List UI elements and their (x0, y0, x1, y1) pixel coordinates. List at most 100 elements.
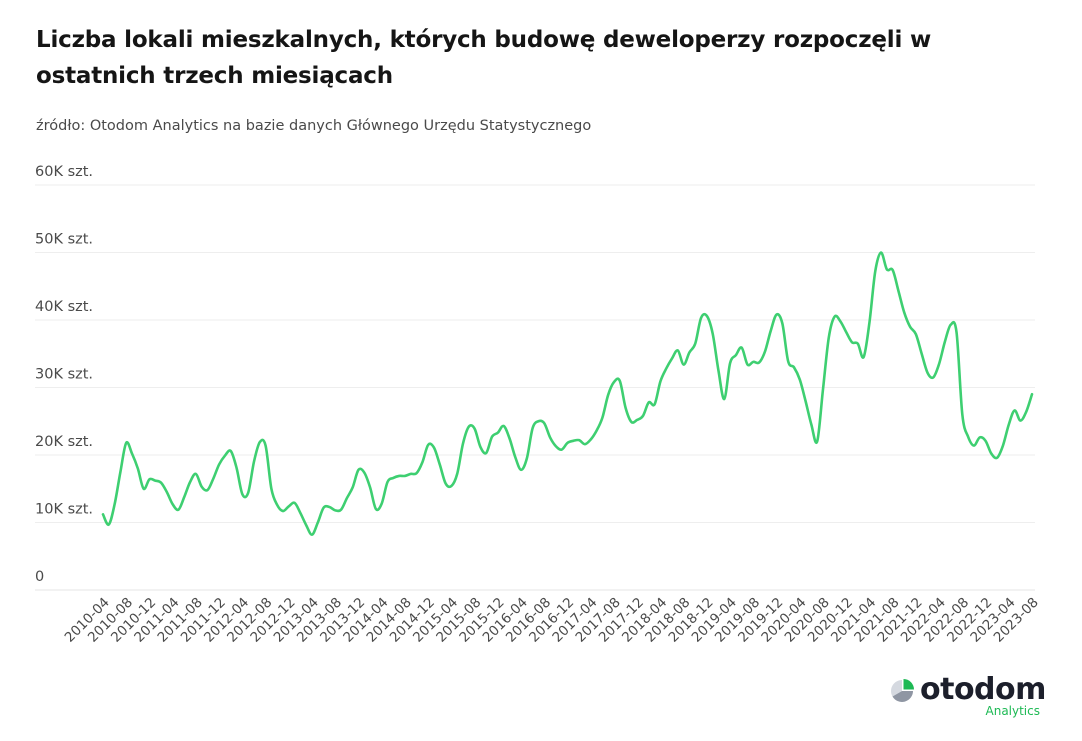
data-point (334, 509, 336, 511)
data-point (630, 421, 632, 423)
y-tick-label: 40K szt. (35, 299, 93, 315)
gridlines (35, 184, 1035, 591)
data-point (741, 347, 743, 349)
data-point (398, 475, 400, 477)
data-point (793, 366, 795, 368)
data-point (462, 443, 464, 445)
data-point (340, 509, 342, 511)
data-point (323, 507, 325, 509)
data-point (567, 442, 569, 444)
data-point (381, 503, 383, 505)
data-point (259, 441, 261, 443)
data-point (456, 473, 458, 475)
data-point (497, 432, 499, 434)
data-point (183, 496, 185, 498)
data-point (189, 481, 191, 483)
data-point (416, 472, 418, 474)
data-point (868, 322, 870, 324)
data-point (677, 349, 679, 351)
data-point (688, 351, 690, 353)
data-point (805, 400, 807, 402)
y-tick-label: 0 (35, 569, 44, 585)
y-tick-label: 50K szt. (35, 232, 93, 248)
data-point (735, 354, 737, 356)
data-point (956, 331, 958, 333)
data-point (549, 436, 551, 438)
data-point (212, 478, 214, 480)
data-point (671, 357, 673, 359)
data-point (131, 453, 133, 455)
data-point (659, 380, 661, 382)
data-point (270, 488, 272, 490)
data-point (723, 398, 725, 400)
data-point (247, 492, 249, 494)
data-point (369, 486, 371, 488)
data-point (944, 341, 946, 343)
data-point (909, 326, 911, 328)
data-point (810, 424, 812, 426)
data-point (915, 333, 917, 335)
data-point (926, 372, 928, 374)
data-point (276, 504, 278, 506)
data-point (694, 343, 696, 345)
data-point (537, 420, 539, 422)
data-point (886, 268, 888, 270)
otodom-analytics-logo: otodom Analytics (890, 672, 1046, 720)
data-point (665, 368, 667, 370)
data-point (619, 380, 621, 382)
data-point (526, 457, 528, 459)
data-point (154, 480, 156, 482)
data-point (357, 469, 359, 471)
data-point (253, 461, 255, 463)
data-point (938, 363, 940, 365)
data-point (404, 475, 406, 477)
data-point (410, 473, 412, 475)
data-point (172, 503, 174, 505)
data-point (996, 457, 998, 459)
data-point (299, 512, 301, 514)
data-point (445, 482, 447, 484)
data-point (874, 270, 876, 272)
logo-wordmark: otodom (920, 672, 1046, 707)
data-point (985, 440, 987, 442)
data-point (932, 376, 934, 378)
data-point (648, 401, 650, 403)
data-point (781, 322, 783, 324)
data-point (294, 502, 296, 504)
data-point (218, 463, 220, 465)
series-group (101, 251, 1034, 536)
data-point (746, 364, 748, 366)
data-point (892, 269, 894, 271)
pie-logo-icon (891, 679, 914, 702)
data-point (125, 442, 127, 444)
data-point (485, 452, 487, 454)
data-point (607, 394, 609, 396)
data-point (375, 508, 377, 510)
data-point (1019, 420, 1021, 422)
data-point (114, 503, 116, 505)
data-point (508, 437, 510, 439)
data-point (392, 477, 394, 479)
data-point (387, 481, 389, 483)
data-point (177, 509, 179, 511)
data-point (108, 524, 110, 526)
data-point (282, 510, 284, 512)
data-point (578, 439, 580, 441)
data-point (572, 440, 574, 442)
data-point (950, 324, 952, 326)
data-point (427, 444, 429, 446)
y-tick-label: 20K szt. (35, 434, 93, 450)
data-point (201, 486, 203, 488)
data-point (143, 488, 145, 490)
data-point (352, 486, 354, 488)
data-point (601, 417, 603, 419)
data-point (468, 426, 470, 428)
data-point (822, 389, 824, 391)
data-point (514, 456, 516, 458)
data-point (903, 312, 905, 314)
data-point (241, 493, 243, 495)
data-point (816, 441, 818, 443)
chart-title: Liczba lokali mieszkalnych, których budo… (36, 27, 931, 89)
y-tick-label: 10K szt. (35, 502, 93, 518)
